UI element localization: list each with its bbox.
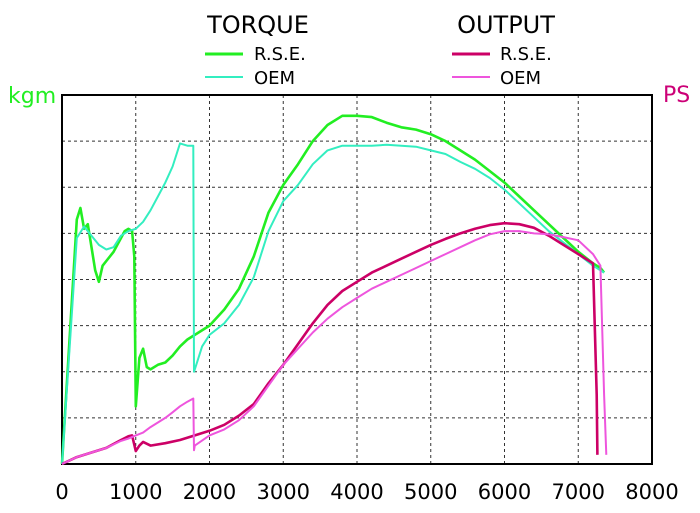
x-tick-label: 7000 — [552, 480, 605, 504]
x-tick-label: 4000 — [330, 480, 383, 504]
plot-grid — [62, 95, 652, 464]
legend-label-torque-oem: OEM — [254, 68, 295, 89]
left-axis-unit-label: kgm — [8, 84, 56, 109]
x-tick-labels: 0 1000 2000 3000 4000 5000 6000 7000 8000 — [55, 480, 678, 504]
series-line-output-r-s-e — [61, 221, 599, 466]
series-line-output-oem — [61, 230, 608, 465]
plot-frame — [61, 94, 653, 465]
series-line-torque-oem — [61, 142, 605, 465]
x-tick-label: 5000 — [404, 480, 457, 504]
x-tick-label: 8000 — [625, 480, 678, 504]
legend-title-torque: TORQUE — [206, 11, 309, 39]
x-tick-label: 0 — [55, 480, 68, 504]
plot-series — [60, 114, 608, 466]
right-axis-unit-label: PS — [663, 83, 690, 108]
x-tick-label: 1000 — [109, 480, 162, 504]
legend-label-output-oem: OEM — [500, 68, 541, 89]
legend-label-output-rse: R.S.E. — [500, 44, 552, 65]
legend-label-torque-rse: R.S.E. — [254, 44, 306, 65]
x-tick-label: 3000 — [257, 480, 310, 504]
series-line-torque-r-s-e — [60, 114, 606, 465]
x-tick-label: 6000 — [478, 480, 531, 504]
legend-title-output: OUTPUT — [457, 11, 555, 39]
x-tick-label: 2000 — [183, 480, 236, 504]
